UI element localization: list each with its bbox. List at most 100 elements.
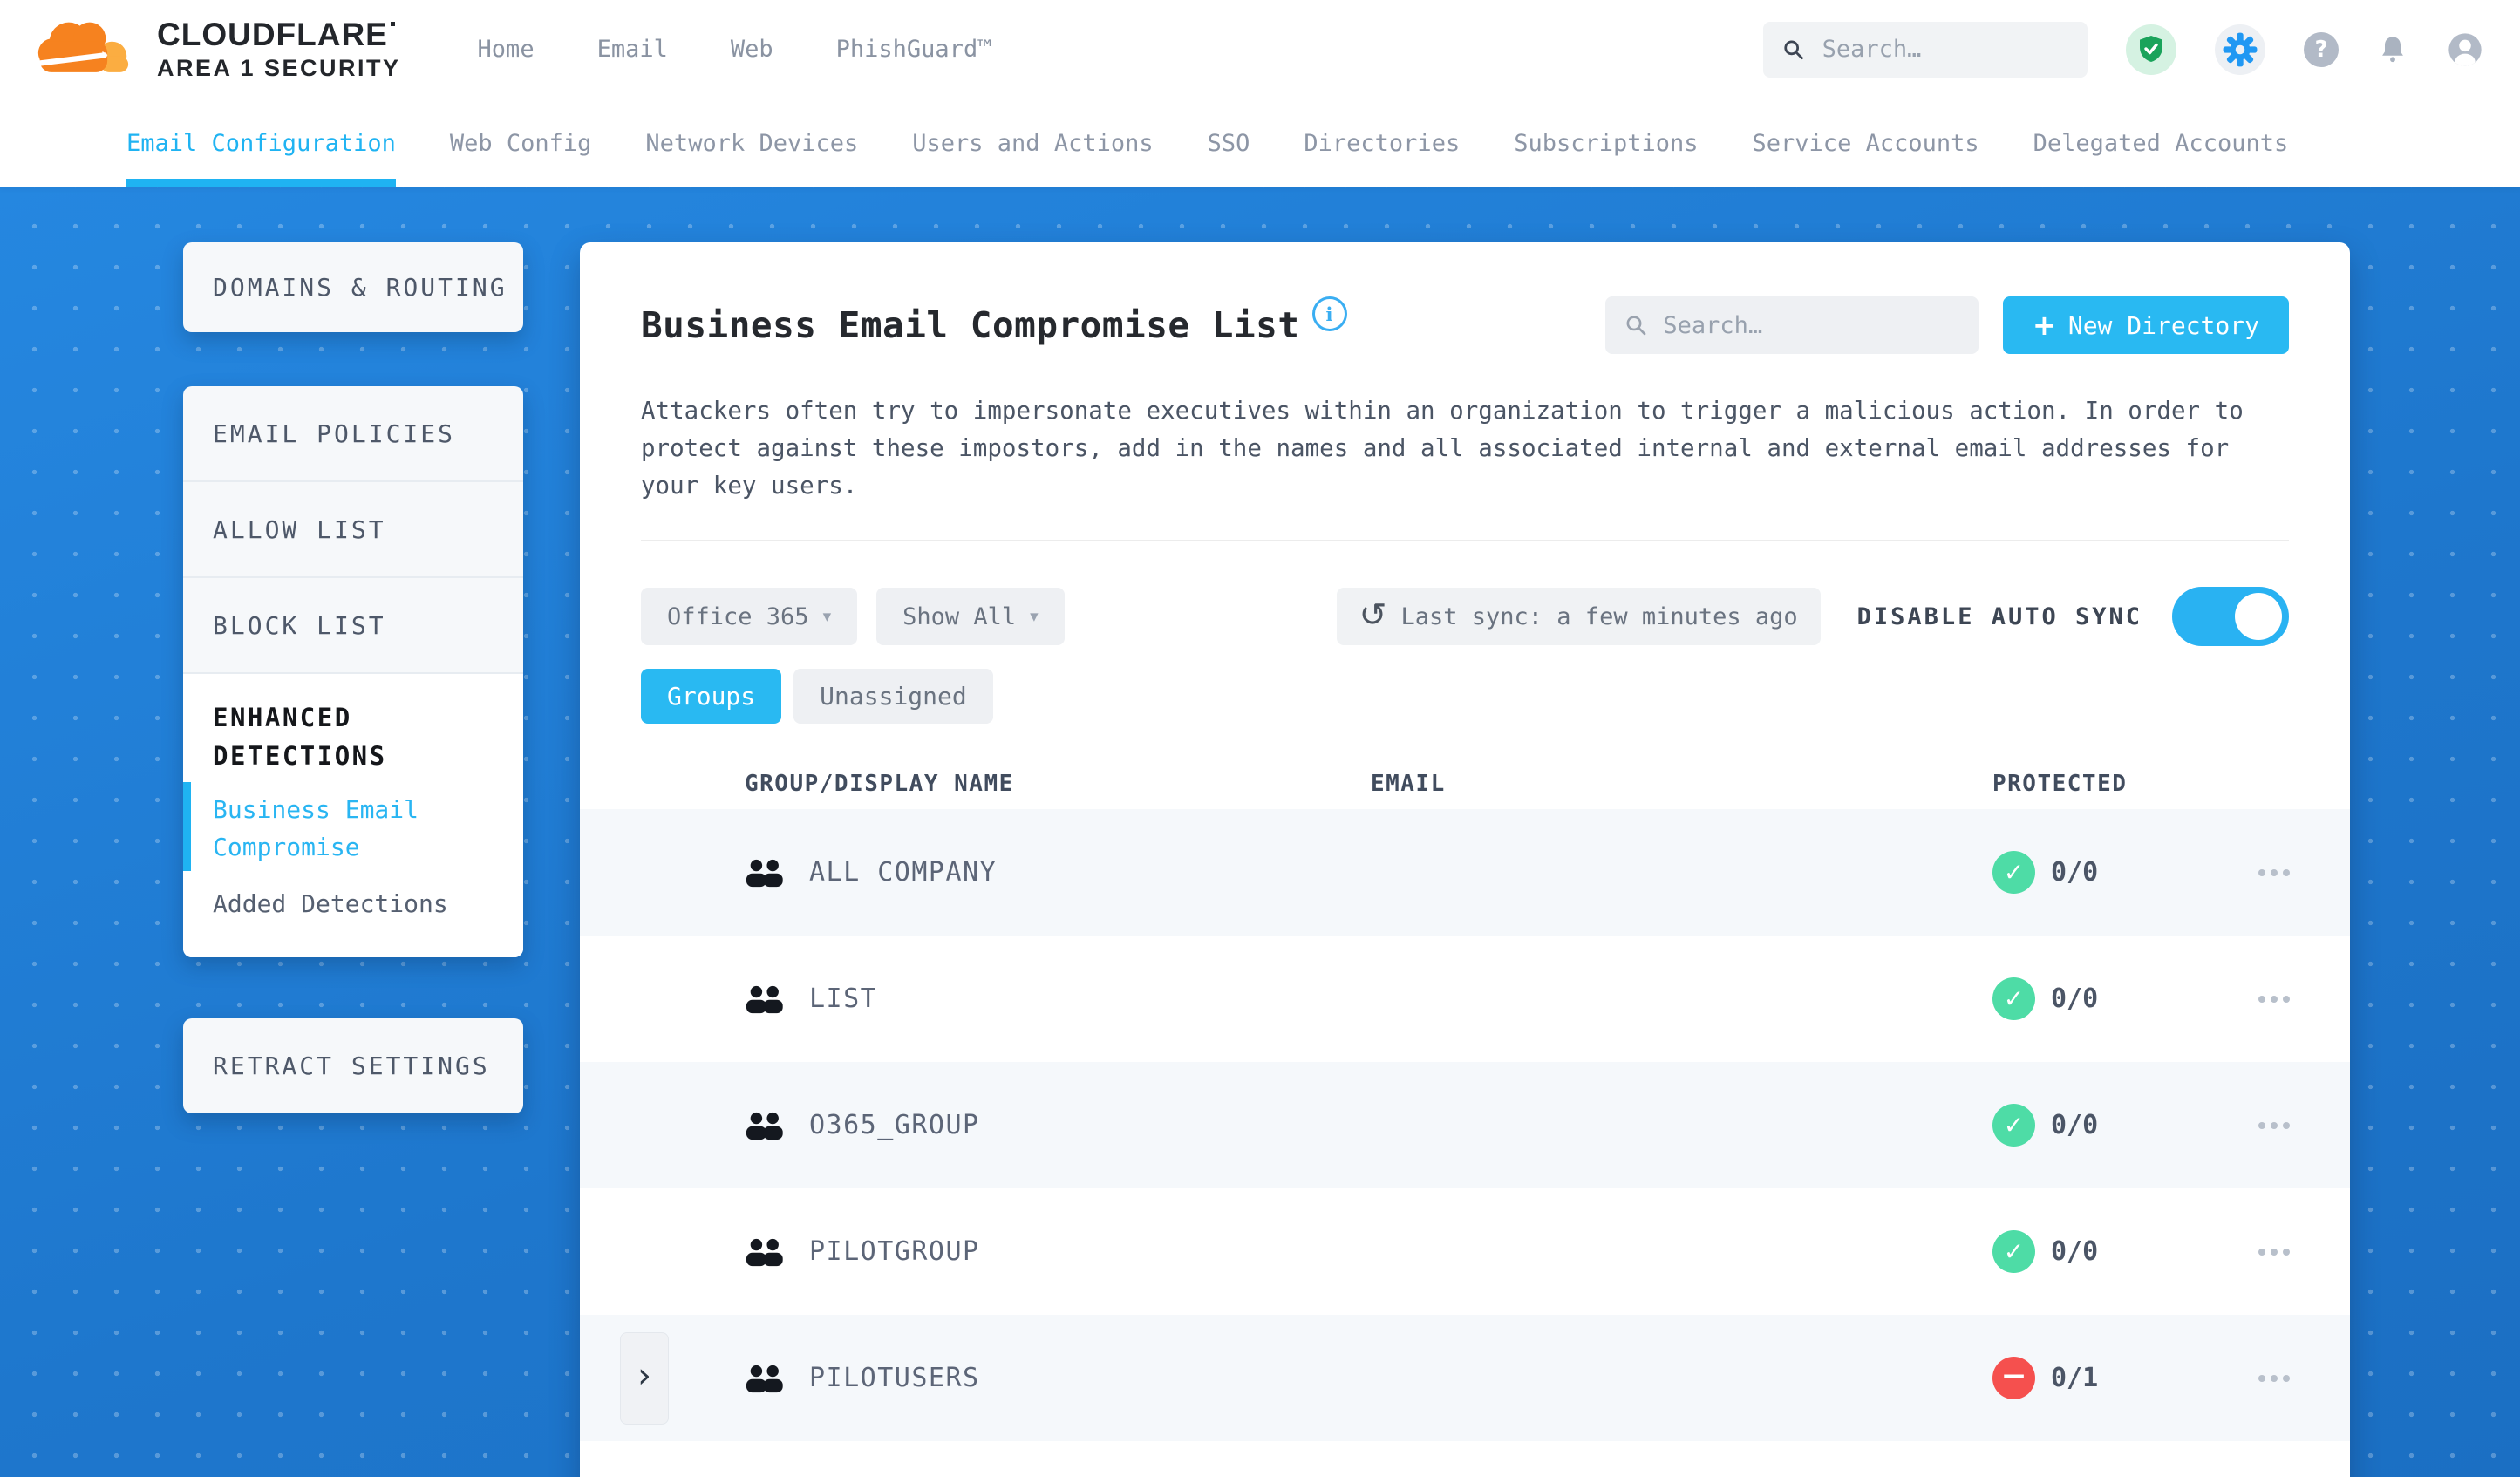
trademark-mark bbox=[390, 21, 395, 26]
tab-web-config[interactable]: Web Config bbox=[449, 129, 592, 157]
tab-network-devices[interactable]: Network Devices bbox=[645, 129, 859, 157]
main-card: Business Email Compromise List i + New D… bbox=[580, 242, 2350, 1477]
top-nav-phishguard[interactable]: PhishGuard™ bbox=[835, 36, 992, 63]
chevron-right-icon: › bbox=[637, 1355, 651, 1396]
view-tabs: Groups Unassigned bbox=[641, 669, 2289, 724]
protected-status-icon bbox=[1992, 977, 2035, 1020]
toggle-knob bbox=[2235, 593, 2282, 640]
table-row: › ALL COMPANY 0/0 bbox=[580, 809, 2350, 936]
protected-status-icon bbox=[1992, 1357, 2035, 1399]
tab-sso[interactable]: SSO bbox=[1207, 129, 1250, 157]
logo-brand: CLOUDFLARE bbox=[157, 17, 401, 52]
logo-product: AREA 1 SECURITY bbox=[157, 54, 401, 81]
info-icon[interactable]: i bbox=[1311, 296, 1347, 331]
filter-row: Office 365 ▾ Show All ▾ ↺ Last sync: a f… bbox=[641, 587, 2289, 646]
group-people-icon bbox=[746, 1365, 783, 1392]
protected-count: 0/1 bbox=[2051, 1363, 2099, 1393]
new-directory-button[interactable]: + New Directory bbox=[2003, 296, 2289, 354]
tab-email-configuration[interactable]: Email Configuration bbox=[126, 99, 396, 187]
tab-unassigned[interactable]: Unassigned bbox=[793, 669, 993, 724]
top-nav-home[interactable]: Home bbox=[477, 36, 535, 63]
sidebar-item-block-list[interactable]: BLOCK LIST bbox=[183, 578, 523, 674]
tab-subscriptions[interactable]: Subscriptions bbox=[1514, 129, 1699, 157]
refresh-icon: ↺ bbox=[1359, 596, 1387, 634]
directory-search[interactable] bbox=[1605, 296, 1979, 354]
search-icon bbox=[1626, 316, 1646, 336]
last-sync-button[interactable]: ↺ Last sync: a few minutes ago bbox=[1336, 588, 1821, 645]
groups-table: GROUP/DISPLAY NAME EMAIL PROTECTED › ALL… bbox=[580, 759, 2350, 1441]
title-row: Business Email Compromise List i + New D… bbox=[641, 296, 2289, 354]
search-icon bbox=[1784, 40, 1803, 59]
protected-status-icon bbox=[1992, 1230, 2035, 1273]
sidebar-item-domains-routing[interactable]: DOMAINS & ROUTING bbox=[183, 242, 523, 332]
column-protected: PROTECTED bbox=[1992, 771, 2128, 797]
top-bar: CLOUDFLARE AREA 1 SECURITY Home Email We… bbox=[0, 0, 2520, 99]
row-actions-menu[interactable] bbox=[2258, 1121, 2311, 1129]
sidebar-item-allow-list[interactable]: ALLOW LIST bbox=[183, 482, 523, 578]
table-row: › PILOTGROUP 0/0 bbox=[580, 1188, 2350, 1315]
auto-sync-toggle[interactable] bbox=[2172, 587, 2289, 646]
chevron-down-icon: ▾ bbox=[822, 607, 832, 626]
table-row: › O365_GROUP 0/0 bbox=[580, 1062, 2350, 1188]
row-actions-menu[interactable] bbox=[2258, 868, 2311, 876]
divider bbox=[641, 540, 2289, 541]
protected-count: 0/0 bbox=[2051, 984, 2099, 1014]
protected-count: 0/0 bbox=[2051, 1236, 2099, 1267]
show-filter-dropdown[interactable]: Show All ▾ bbox=[876, 588, 1065, 645]
sidebar: DOMAINS & ROUTING EMAIL POLICIES ALLOW L… bbox=[183, 242, 523, 1113]
protected-count: 0/0 bbox=[2051, 857, 2099, 888]
directory-type-dropdown[interactable]: Office 365 ▾ bbox=[641, 588, 858, 645]
group-name: PILOTUSERS bbox=[809, 1363, 980, 1393]
top-bar-actions: ? bbox=[1763, 21, 2483, 78]
row-actions-menu[interactable] bbox=[2258, 1374, 2311, 1382]
gear-icon[interactable] bbox=[2215, 24, 2265, 75]
tab-groups[interactable]: Groups bbox=[641, 669, 782, 724]
group-people-icon bbox=[746, 1112, 783, 1140]
help-icon[interactable]: ? bbox=[2304, 31, 2339, 67]
cloudflare-cloud-icon bbox=[37, 22, 129, 72]
tab-users-and-actions[interactable]: Users and Actions bbox=[912, 129, 1154, 157]
sidebar-item-added-detections[interactable]: Added Detections bbox=[183, 878, 523, 957]
row-actions-menu[interactable] bbox=[2258, 995, 2311, 1003]
sidebar-item-email-policies[interactable]: EMAIL POLICIES bbox=[183, 386, 523, 482]
user-avatar-icon[interactable] bbox=[2447, 31, 2483, 68]
sidebar-item-retract-settings[interactable]: RETRACT SETTINGS bbox=[183, 1018, 523, 1113]
sidebar-card-policies: EMAIL POLICIES ALLOW LIST BLOCK LIST ENH… bbox=[183, 386, 523, 957]
sidebar-item-business-email-compromise[interactable]: Business Email Compromise bbox=[183, 775, 523, 878]
global-search-input[interactable] bbox=[1820, 35, 2068, 64]
config-tabs: Email Configuration Web Config Network D… bbox=[0, 99, 2520, 187]
table-row: › LIST 0/0 bbox=[580, 936, 2350, 1062]
tab-service-accounts[interactable]: Service Accounts bbox=[1752, 129, 1979, 157]
group-name: O365_GROUP bbox=[809, 1110, 980, 1140]
bell-icon[interactable] bbox=[2377, 34, 2408, 65]
directory-search-input[interactable] bbox=[1661, 310, 1960, 340]
row-actions-menu[interactable] bbox=[2258, 1248, 2311, 1256]
protected-status-icon bbox=[1992, 1104, 2035, 1147]
row-expander[interactable]: › bbox=[620, 1331, 669, 1425]
tab-delegated-accounts[interactable]: Delegated Accounts bbox=[2033, 129, 2289, 157]
plus-icon: + bbox=[2033, 309, 2056, 342]
disable-auto-sync-label: DISABLE AUTO SYNC bbox=[1856, 602, 2142, 630]
page-title: Business Email Compromise List bbox=[641, 304, 1300, 346]
page-background: DOMAINS & ROUTING EMAIL POLICIES ALLOW L… bbox=[0, 187, 2520, 1477]
cloudflare-logo[interactable]: CLOUDFLARE AREA 1 SECURITY bbox=[37, 17, 401, 82]
group-people-icon bbox=[746, 1238, 783, 1266]
top-nav: Home Email Web PhishGuard™ bbox=[478, 36, 992, 63]
group-people-icon bbox=[746, 985, 783, 1013]
global-search[interactable] bbox=[1763, 21, 2088, 78]
protected-count: 0/0 bbox=[2051, 1110, 2099, 1140]
column-group-display-name: GROUP/DISPLAY NAME bbox=[745, 771, 1014, 797]
table-row: › PILOTUSERS 0/1 bbox=[580, 1315, 2350, 1441]
shield-check-icon[interactable] bbox=[2126, 24, 2176, 75]
table-header: GROUP/DISPLAY NAME EMAIL PROTECTED bbox=[580, 759, 2350, 809]
group-name: ALL COMPANY bbox=[809, 857, 998, 888]
group-name: LIST bbox=[809, 984, 878, 1014]
protected-status-icon bbox=[1992, 851, 2035, 894]
column-email: EMAIL bbox=[1371, 771, 1446, 797]
tab-directories[interactable]: Directories bbox=[1304, 129, 1461, 157]
chevron-down-icon: ▾ bbox=[1030, 607, 1039, 626]
top-nav-web[interactable]: Web bbox=[730, 36, 773, 63]
top-nav-email[interactable]: Email bbox=[596, 36, 668, 63]
group-name: PILOTGROUP bbox=[809, 1236, 980, 1267]
sidebar-section-enhanced-detections[interactable]: ENHANCED DETECTIONS bbox=[183, 674, 523, 775]
